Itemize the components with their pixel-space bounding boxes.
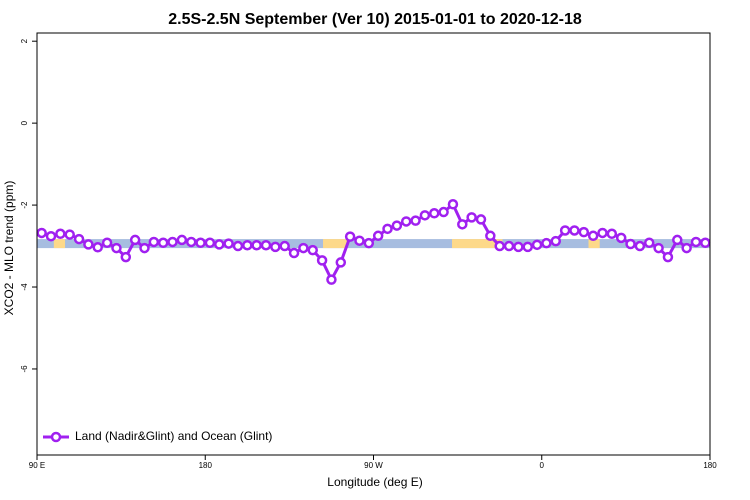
data-point [157,237,169,249]
data-point [260,239,272,251]
data-point [550,235,562,247]
data-point [167,236,178,248]
data-point [475,214,487,225]
data-point [681,242,692,254]
x-tick-label: 0 [540,461,545,470]
legend: Land (Nadir&Glint) and Ocean (Glint) [43,429,272,443]
data-point [270,241,281,253]
data-point [531,239,543,251]
data-point [447,199,459,210]
data-point [204,237,216,249]
y-tick-label: -4 [20,283,29,291]
data-point [559,225,571,236]
data-point [503,240,515,252]
data-point [83,239,94,250]
x-axis-label: Longitude (deg E) [327,475,422,489]
data-point [541,237,552,249]
land-segment [452,239,503,249]
data-point [326,274,337,285]
data-point [578,226,590,238]
data-point [457,219,468,230]
data-point [92,242,104,253]
land-segment [323,239,348,249]
data-point [672,234,683,246]
data-point [569,225,580,236]
data-point [643,237,655,249]
data-point [634,240,646,252]
data-point [223,238,234,249]
data-point [307,244,318,256]
data-point [279,240,290,252]
land-segment [588,239,600,249]
data-point [45,230,57,242]
data-point [139,242,150,254]
data-point [615,232,627,244]
data-point [298,242,309,254]
data-point [485,230,496,242]
data-point [129,234,141,246]
data-point [653,242,664,254]
data-point [185,236,197,248]
land-segment [53,239,66,249]
data-point [429,208,440,219]
data-point [400,216,412,227]
data-point [36,227,47,239]
data-point [251,239,262,251]
data-point [242,239,253,251]
y-tick-label: 0 [20,120,29,125]
data-point [195,237,206,249]
data-point [597,227,608,239]
data-point [111,242,122,254]
data-point [391,220,403,231]
data-point [335,257,347,268]
data-point [288,247,300,259]
data-point [148,236,160,248]
data-point [419,210,431,221]
data-point [316,255,328,266]
data-point [587,230,599,242]
data-point [690,236,702,248]
legend-marker [50,431,62,443]
legend-label: Land (Nadir&Glint) and Ocean (Glint) [75,429,272,443]
y-tick-label: 2 [20,38,29,43]
data-point [101,237,113,249]
data-point [344,231,356,242]
data-point [522,241,533,253]
data-point [513,241,524,253]
data-point [64,229,75,240]
data-point [382,223,393,235]
y-axis-label: XCO2 - MLO trend (ppm) [2,181,16,316]
data-point [120,251,132,263]
data-point [438,206,449,218]
data-point [700,237,711,249]
data-point [606,228,618,240]
x-tick-label: 180 [199,461,213,470]
y-tick-label: -6 [20,365,29,373]
data-point [372,230,384,242]
x-tick-label: 90 E [29,461,45,470]
data-point [625,238,636,250]
data-point [73,233,85,245]
x-tick-label: 90 W [364,461,383,470]
y-tick-label: -2 [20,201,29,209]
data-point [662,251,674,263]
data-point [363,237,375,249]
x-tick-label: 180 [703,461,717,470]
data-point [410,215,421,226]
data-point [354,235,365,246]
data-point [494,240,505,252]
chart-title: 2.5S-2.5N September (Ver 10) 2015-01-01 … [168,11,582,28]
data-point [466,212,477,223]
data-point [176,234,188,246]
data-point [55,228,66,240]
data-point [214,239,225,250]
data-point [232,240,244,252]
plot-area [36,199,711,285]
